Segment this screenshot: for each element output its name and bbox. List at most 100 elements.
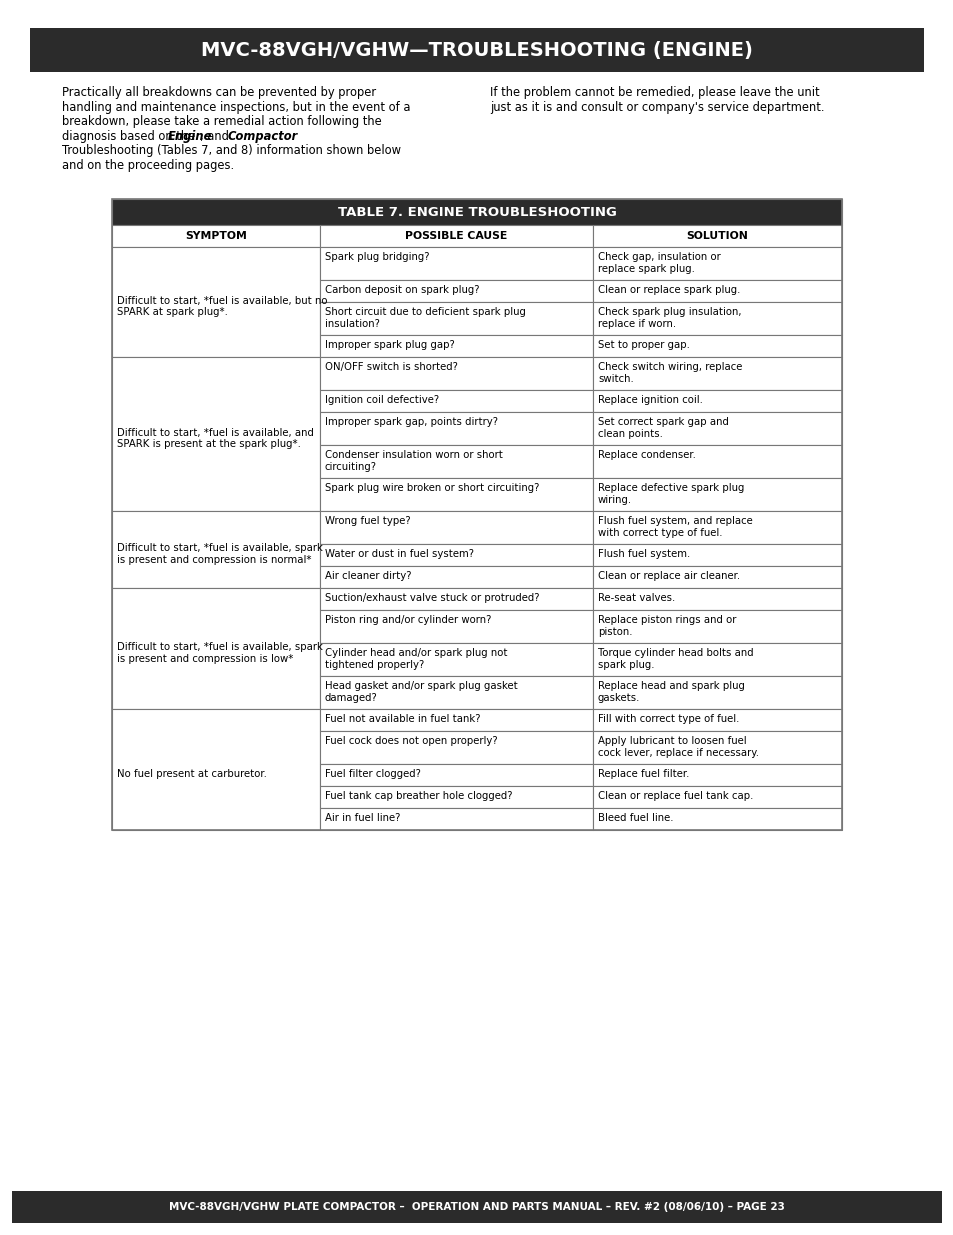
Text: Replace head and spark plug
gaskets.: Replace head and spark plug gaskets. xyxy=(598,680,744,703)
Bar xyxy=(593,643,841,676)
Text: Replace condenser.: Replace condenser. xyxy=(598,450,695,459)
Text: Fill with correct type of fuel.: Fill with correct type of fuel. xyxy=(598,714,739,724)
Bar xyxy=(319,676,593,709)
Bar xyxy=(593,247,841,280)
Text: MVC-88VGH/VGHW—TROUBLESHOOTING (ENGINE): MVC-88VGH/VGHW—TROUBLESHOOTING (ENGINE) xyxy=(201,41,752,59)
Bar xyxy=(593,412,841,445)
Bar xyxy=(319,335,593,357)
Bar xyxy=(593,731,841,764)
Bar xyxy=(12,1191,941,1223)
Text: No fuel present at carburetor.: No fuel present at carburetor. xyxy=(117,768,267,779)
Text: Suction/exhaust valve stuck or protruded?: Suction/exhaust valve stuck or protruded… xyxy=(325,593,539,603)
Bar xyxy=(319,445,593,478)
Text: Bleed fuel line.: Bleed fuel line. xyxy=(598,813,673,823)
Bar xyxy=(319,610,593,643)
Text: Cylinder head and/or spark plug not
tightened properly?: Cylinder head and/or spark plug not tigh… xyxy=(325,648,507,669)
Text: and on the proceeding pages.: and on the proceeding pages. xyxy=(62,158,233,172)
Bar xyxy=(319,280,593,303)
Bar xyxy=(593,566,841,588)
Bar xyxy=(319,357,593,390)
Bar xyxy=(593,808,841,830)
Bar xyxy=(319,566,593,588)
Text: If the problem cannot be remedied, please leave the unit: If the problem cannot be remedied, pleas… xyxy=(490,86,819,99)
Bar xyxy=(319,643,593,676)
Text: Improper spark gap, points dirtry?: Improper spark gap, points dirtry? xyxy=(325,417,497,427)
Bar xyxy=(593,676,841,709)
Bar xyxy=(593,785,841,808)
Text: Torque cylinder head bolts and
spark plug.: Torque cylinder head bolts and spark plu… xyxy=(598,648,753,669)
Text: Check gap, insulation or
replace spark plug.: Check gap, insulation or replace spark p… xyxy=(598,252,720,274)
Bar xyxy=(319,225,593,247)
Text: Check spark plug insulation,
replace if worn.: Check spark plug insulation, replace if … xyxy=(598,308,740,329)
Text: Clean or replace air cleaner.: Clean or replace air cleaner. xyxy=(598,571,740,580)
Text: Set to proper gap.: Set to proper gap. xyxy=(598,340,689,350)
Bar xyxy=(112,357,319,511)
Text: Water or dust in fuel system?: Water or dust in fuel system? xyxy=(325,550,474,559)
Text: Piston ring and/or cylinder worn?: Piston ring and/or cylinder worn? xyxy=(325,615,491,625)
Text: Head gasket and/or spark plug gasket
damaged?: Head gasket and/or spark plug gasket dam… xyxy=(325,680,517,703)
Bar xyxy=(593,303,841,335)
Text: Improper spark plug gap?: Improper spark plug gap? xyxy=(325,340,455,350)
Text: Compactor: Compactor xyxy=(227,130,297,142)
Text: Fuel cock does not open properly?: Fuel cock does not open properly? xyxy=(325,736,497,746)
Bar xyxy=(593,511,841,543)
Text: Re-seat valves.: Re-seat valves. xyxy=(598,593,675,603)
Text: Air in fuel line?: Air in fuel line? xyxy=(325,813,400,823)
Bar xyxy=(319,478,593,511)
Bar xyxy=(319,785,593,808)
Text: handling and maintenance inspections, but in the event of a: handling and maintenance inspections, bu… xyxy=(62,100,410,114)
Bar xyxy=(319,412,593,445)
Text: Fuel not available in fuel tank?: Fuel not available in fuel tank? xyxy=(325,714,480,724)
Bar xyxy=(593,709,841,731)
Text: TABLE 7. ENGINE TROUBLESHOOTING: TABLE 7. ENGINE TROUBLESHOOTING xyxy=(337,205,616,219)
Text: Replace piston rings and or
piston.: Replace piston rings and or piston. xyxy=(598,615,736,636)
Text: Flush fuel system.: Flush fuel system. xyxy=(598,550,690,559)
Bar xyxy=(593,225,841,247)
Bar xyxy=(112,588,319,709)
Text: Difficult to start, *fuel is available, spark
is present and compression is low*: Difficult to start, *fuel is available, … xyxy=(117,642,322,663)
Bar xyxy=(319,511,593,543)
Text: Set correct spark gap and
clean points.: Set correct spark gap and clean points. xyxy=(598,417,728,438)
Bar xyxy=(593,588,841,610)
Bar xyxy=(319,390,593,412)
Bar xyxy=(319,731,593,764)
Text: Troubleshooting (Tables 7, and 8) information shown below: Troubleshooting (Tables 7, and 8) inform… xyxy=(62,144,400,157)
Bar xyxy=(593,543,841,566)
Text: Replace fuel filter.: Replace fuel filter. xyxy=(598,769,689,779)
Bar xyxy=(30,28,923,72)
Text: Replace ignition coil.: Replace ignition coil. xyxy=(598,395,702,405)
Text: Engine: Engine xyxy=(168,130,212,142)
Text: Wrong fuel type?: Wrong fuel type? xyxy=(325,516,410,526)
Text: Fuel filter clogged?: Fuel filter clogged? xyxy=(325,769,420,779)
Bar xyxy=(593,390,841,412)
Text: Spark plug bridging?: Spark plug bridging? xyxy=(325,252,429,262)
Text: Spark plug wire broken or short circuiting?: Spark plug wire broken or short circuiti… xyxy=(325,483,538,493)
Text: Replace defective spark plug
wiring.: Replace defective spark plug wiring. xyxy=(598,483,743,505)
Bar xyxy=(593,610,841,643)
Text: Clean or replace spark plug.: Clean or replace spark plug. xyxy=(598,285,740,295)
Bar xyxy=(593,280,841,303)
Bar xyxy=(593,764,841,785)
Text: SOLUTION: SOLUTION xyxy=(686,231,748,241)
Text: POSSIBLE CAUSE: POSSIBLE CAUSE xyxy=(405,231,507,241)
Text: ON/OFF switch is shorted?: ON/OFF switch is shorted? xyxy=(325,362,457,372)
Bar xyxy=(319,543,593,566)
Text: Difficult to start, *fuel is available, spark
is present and compression is norm: Difficult to start, *fuel is available, … xyxy=(117,543,322,564)
Text: , and: , and xyxy=(200,130,233,142)
Bar xyxy=(112,709,319,830)
Text: Air cleaner dirty?: Air cleaner dirty? xyxy=(325,571,411,580)
Bar xyxy=(593,335,841,357)
Bar xyxy=(112,225,319,247)
Text: Condenser insulation worn or short
circuiting?: Condenser insulation worn or short circu… xyxy=(325,450,502,472)
Text: Ignition coil defective?: Ignition coil defective? xyxy=(325,395,438,405)
Bar xyxy=(112,199,841,225)
Text: Short circuit due to deficient spark plug
insulation?: Short circuit due to deficient spark plu… xyxy=(325,308,525,329)
Bar xyxy=(319,709,593,731)
Text: SYMPTOM: SYMPTOM xyxy=(185,231,247,241)
Text: Check switch wiring, replace
switch.: Check switch wiring, replace switch. xyxy=(598,362,741,384)
Text: MVC-88VGH/VGHW PLATE COMPACTOR –  OPERATION AND PARTS MANUAL – REV. #2 (08/06/10: MVC-88VGH/VGHW PLATE COMPACTOR – OPERATI… xyxy=(169,1202,784,1212)
Text: Flush fuel system, and replace
with correct type of fuel.: Flush fuel system, and replace with corr… xyxy=(598,516,752,537)
Text: Difficult to start, *fuel is available, but no
SPARK at spark plug*.: Difficult to start, *fuel is available, … xyxy=(117,295,327,317)
Text: Fuel tank cap breather hole clogged?: Fuel tank cap breather hole clogged? xyxy=(325,790,512,802)
Text: Carbon deposit on spark plug?: Carbon deposit on spark plug? xyxy=(325,285,479,295)
